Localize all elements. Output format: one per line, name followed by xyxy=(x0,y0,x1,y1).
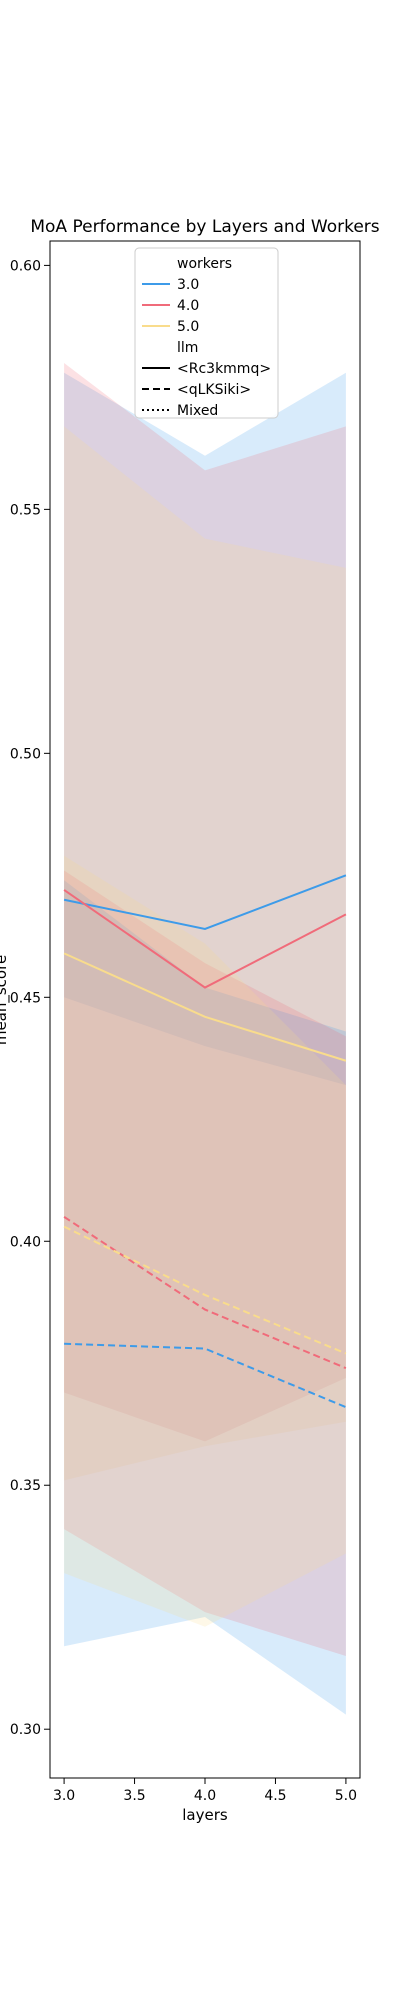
x-tick-label: 3.5 xyxy=(123,1788,145,1804)
x-tick-label: 4.0 xyxy=(194,1788,216,1804)
x-axis-label: layers xyxy=(182,1806,228,1824)
confidence-band-4 xyxy=(64,870,346,1657)
y-tick-label: 0.40 xyxy=(10,1234,41,1250)
legend: workers 3.0 4.0 5.0 llm <Rc3kmmq> <qLKSiki> Mix… xyxy=(134,247,279,419)
series-line-4 xyxy=(63,1216,347,1370)
y-tick-label: 0.60 xyxy=(10,258,41,274)
x-tick-label: 3.0 xyxy=(53,1788,75,1804)
confidence-band-2 xyxy=(64,426,346,1481)
chart-title: MoA Performance by Layers and Workers xyxy=(30,217,379,237)
x-tick-label: 5.0 xyxy=(335,1788,357,1804)
y-tick-label: 0.45 xyxy=(10,990,41,1006)
legend-entry: 4.0 xyxy=(177,298,199,314)
x-axis: 3.0 3.5 4.0 4.5 5.0 xyxy=(53,1778,357,1804)
y-axis-label: mean_score xyxy=(0,955,11,1045)
series-line-1 xyxy=(63,889,347,989)
y-tick-label: 0.55 xyxy=(10,502,41,518)
legend-entry: <qLKSiki> xyxy=(177,382,251,398)
legend-entry: 5.0 xyxy=(177,319,199,335)
y-tick-label: 0.35 xyxy=(10,1478,41,1494)
confidence-bands xyxy=(64,362,346,1715)
legend-entry: Mixed xyxy=(177,403,218,419)
series-line-0 xyxy=(63,874,347,931)
y-tick-label: 0.50 xyxy=(10,746,41,762)
series-line-3 xyxy=(64,1342,347,1409)
confidence-band-1 xyxy=(64,362,346,1442)
confidence-band-5 xyxy=(64,855,346,1627)
legend-group-title: llm xyxy=(177,340,198,356)
series-line-5 xyxy=(63,1225,347,1355)
legend-box xyxy=(134,247,279,419)
confidence-band-3 xyxy=(64,880,346,1715)
y-axis: 0.30 0.35 0.40 0.45 0.50 0.55 0.60 xyxy=(10,258,50,1738)
confidence-band-0 xyxy=(64,372,346,1086)
x-tick-label: 4.5 xyxy=(264,1788,286,1804)
legend-entry: <Rc3kmmq> xyxy=(177,361,271,377)
legend-group-title: workers xyxy=(177,256,232,272)
series-lines xyxy=(63,874,347,1409)
series-line-2 xyxy=(63,952,347,1062)
legend-entry: 3.0 xyxy=(177,277,199,293)
y-tick-label: 0.30 xyxy=(10,1722,41,1738)
